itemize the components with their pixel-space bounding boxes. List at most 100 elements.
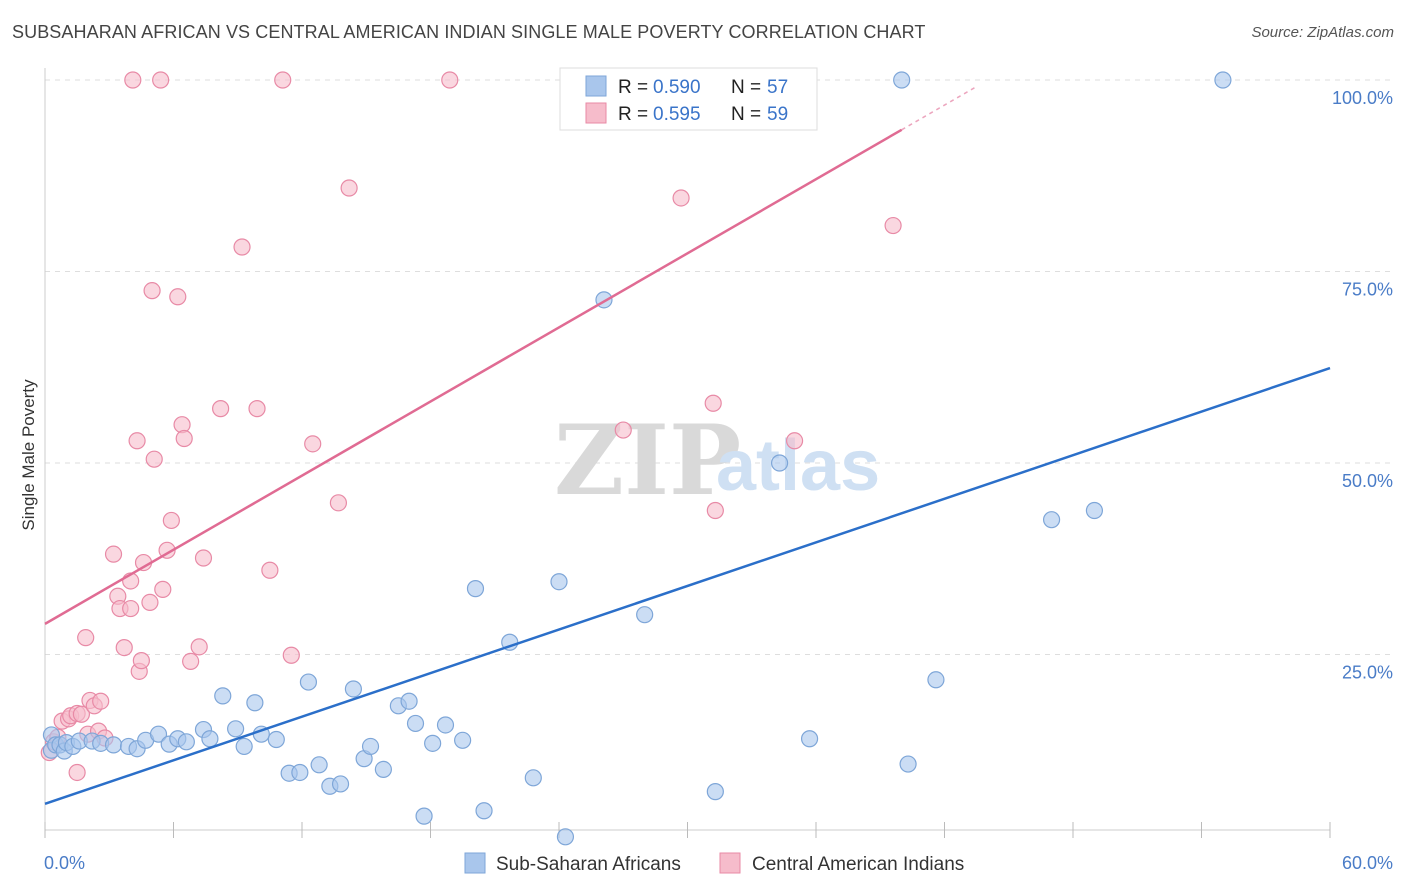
source-credit: Source: ZipAtlas.com [1251,24,1394,41]
point-central-american-23 [128,432,146,450]
legend-swatch-pink [585,102,607,124]
point-subsaharan-37 [400,692,418,710]
point-subsaharan-56 [927,671,945,689]
point-subsaharan-31 [331,775,350,793]
point-subsaharan-42 [454,731,472,749]
point-subsaharan-21 [227,720,245,738]
point-central-american-41 [233,238,251,256]
point-subsaharan-25 [267,730,285,749]
series-sub-saharan-africans [42,71,1232,846]
point-subsaharan-29 [310,756,328,774]
point-central-american-40 [212,400,230,418]
trend-lines [44,85,1331,806]
point-central-american-14 [92,692,110,710]
point-central-american-34 [169,288,187,306]
watermark-zip: ZIP [554,404,741,517]
point-subsaharan-40 [424,734,442,752]
point-subsaharan-20 [214,687,232,705]
point-central-american-33 [162,511,180,530]
chart-title: SUBSAHARAN AFRICAN VS CENTRAL AMERICAN I… [12,22,926,42]
point-central-american-19 [115,639,133,657]
watermark: ZIP atlas [554,404,880,517]
point-central-american-39 [194,549,213,567]
point-central-american-7 [68,763,86,782]
point-central-american-20 [122,599,140,618]
point-subsaharan-53 [800,730,819,748]
point-subsaharan-58 [1085,501,1104,520]
legend-n-label-blue: N = [731,77,761,98]
point-central-american-38 [190,638,208,656]
legend-n-value-blue: 57 [767,77,788,98]
point-subsaharan-39 [415,807,433,825]
point-central-american-46 [304,435,322,453]
point-subsaharan-57 [1042,511,1061,529]
point-central-american-8 [72,705,91,723]
point-subsaharan-43 [466,580,485,598]
y-tick-label-100: 100.0% [1332,88,1393,108]
point-central-american-53 [706,501,724,520]
x-tick-label-max: 60.0% [1342,853,1393,873]
point-subsaharan-48 [556,828,575,846]
point-subsaharan-59 [1214,71,1232,89]
point-subsaharan-47 [550,573,568,591]
x-ticks [44,822,1331,838]
legend-r-label-blue: R = [618,77,648,98]
point-central-american-30 [152,71,170,89]
legend-r-value-pink: 0.595 [653,104,701,125]
point-subsaharan-27 [291,763,309,782]
y-tick-label-75: 75.0% [1342,280,1393,300]
point-central-american-52 [704,394,722,412]
point-central-american-55 [785,432,804,450]
legend-r-value-blue: 0.590 [653,77,701,98]
y-tick-label-25: 25.0% [1342,663,1393,683]
gridlines [45,79,1393,655]
point-central-american-50 [614,421,632,439]
point-subsaharan-55 [899,755,917,773]
point-central-american-51 [672,189,690,207]
y-tick-label-50: 50.0% [1342,471,1393,491]
y-tick-labels: 25.0% 50.0% 75.0% 100.0% [1332,88,1393,683]
series-central-american-indians [40,71,902,782]
point-central-american-44 [274,71,292,89]
point-central-american-31 [154,580,172,598]
series-legend-swatch-pink [719,852,741,874]
point-subsaharan-22 [235,737,253,756]
series-legend: Sub-Saharan Africans Central American In… [464,852,964,875]
point-subsaharan-35 [374,760,392,779]
point-subsaharan-19 [201,730,219,748]
legend-n-value-pink: 59 [767,104,788,125]
stats-legend: R = 0.590 N = 57 R = 0.595 N = 59 [559,67,818,131]
point-central-american-37 [182,652,200,670]
point-central-american-45 [282,646,300,664]
point-subsaharan-46 [524,769,542,787]
point-subsaharan-34 [361,737,380,756]
legend-r-label-pink: R = [618,104,648,125]
point-central-american-48 [340,179,358,197]
point-subsaharan-10 [104,736,123,754]
trend-line-subsaharan [44,366,1331,806]
point-central-american-49 [441,71,459,89]
legend-n-label-pink: N = [731,104,761,125]
point-subsaharan-23 [246,694,264,712]
point-subsaharan-50 [636,606,654,624]
point-central-american-27 [141,593,159,612]
point-central-american-22 [124,71,142,89]
series-legend-swatch-blue [464,852,486,874]
point-central-american-56 [884,216,902,235]
trend-line-central-american [44,128,903,625]
series-legend-label-blue: Sub-Saharan Africans [496,854,681,875]
point-subsaharan-41 [436,716,455,734]
point-central-american-42 [248,400,266,418]
point-central-american-28 [143,282,161,300]
point-subsaharan-54 [893,71,911,89]
point-subsaharan-28 [299,673,318,691]
x-tick-label-min: 0.0% [44,853,85,873]
trend-line-central-american-extension [901,85,977,131]
point-central-american-29 [145,450,163,468]
point-subsaharan-51 [706,783,724,801]
point-central-american-25 [132,652,150,670]
legend-swatch-blue [585,75,607,97]
point-subsaharan-17 [177,733,195,751]
point-subsaharan-32 [344,680,362,698]
